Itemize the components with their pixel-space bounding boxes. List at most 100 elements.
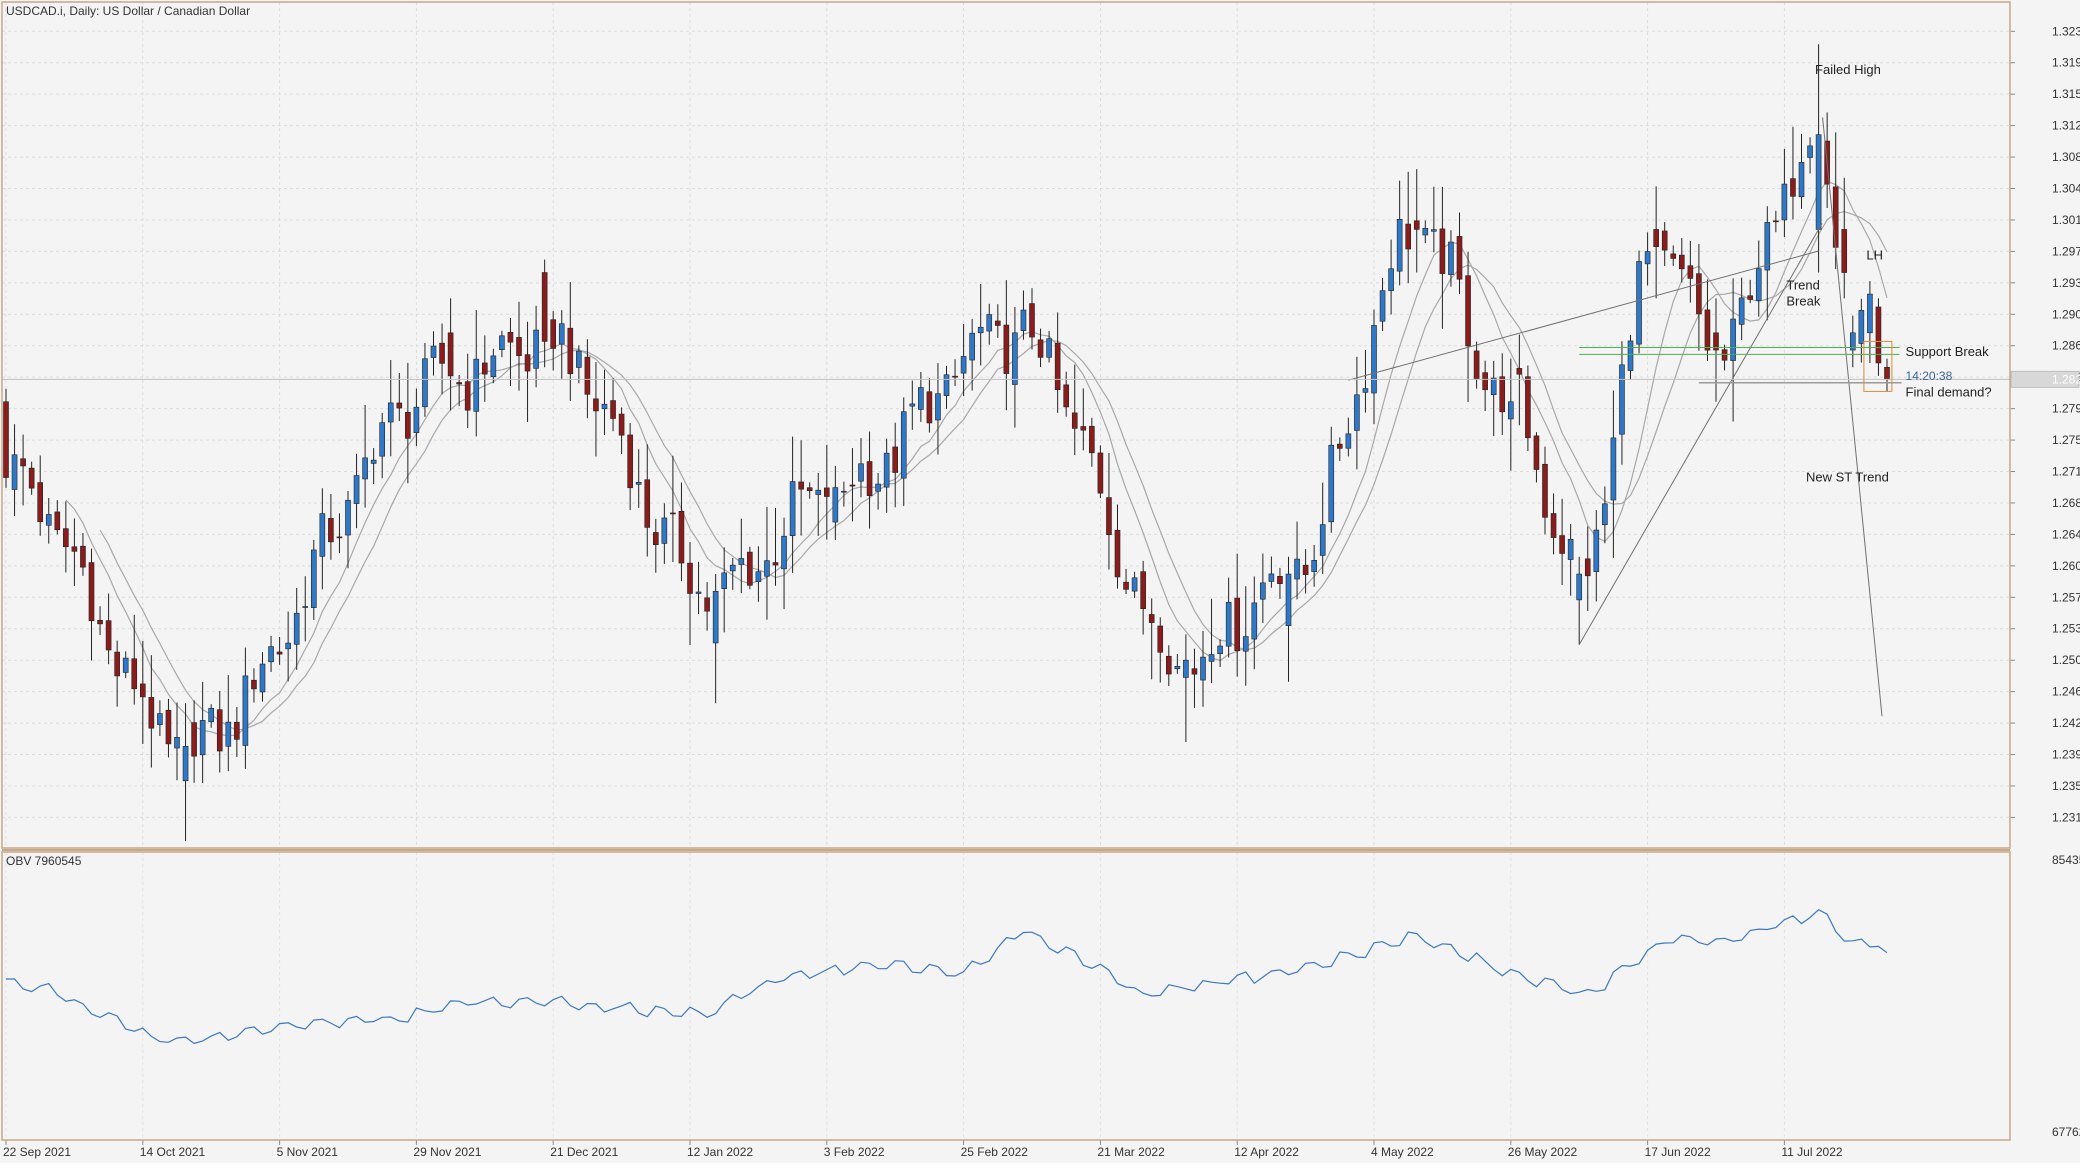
candle [516, 301, 522, 391]
candle-body [1610, 437, 1617, 501]
candle-body [1456, 236, 1463, 280]
candle-body [140, 683, 146, 698]
candle-body [1029, 303, 1035, 338]
candle [1516, 334, 1523, 426]
candle-body [1636, 261, 1642, 345]
candle-body [576, 350, 582, 368]
candle [259, 652, 266, 702]
candle [319, 488, 326, 590]
candle-body [541, 272, 548, 342]
candle-body [909, 403, 916, 407]
candle [1012, 306, 1018, 428]
candle [293, 587, 300, 670]
moving-averages [65, 180, 1888, 737]
candle [1217, 639, 1223, 667]
candle-body [1841, 229, 1848, 273]
candle-body [293, 612, 300, 645]
candle [900, 397, 907, 506]
candle [1003, 280, 1010, 411]
candle [422, 342, 428, 417]
candle-body [174, 737, 180, 749]
candle [1858, 298, 1865, 363]
candle-body [1755, 268, 1762, 301]
candle-body [20, 458, 26, 467]
candle-body [986, 314, 993, 332]
candle-body [157, 713, 163, 725]
candle-body [1465, 275, 1471, 347]
annotation-final-demand: Final demand? [1906, 384, 1992, 399]
candle [952, 359, 958, 386]
candle-body [285, 642, 291, 650]
candle-body [1858, 310, 1865, 344]
candle [148, 655, 155, 768]
candle-body [1371, 325, 1377, 394]
candle-body [1063, 384, 1069, 408]
y-tick-label: 1.25365 [2052, 622, 2080, 636]
candle-body [1362, 388, 1369, 393]
candle [1311, 544, 1317, 587]
candle [1431, 186, 1437, 253]
candle-body [1183, 659, 1189, 678]
candle [849, 448, 856, 522]
candle [1670, 245, 1677, 266]
candle [242, 647, 249, 769]
candle-body [1696, 273, 1702, 315]
candle-body [712, 590, 719, 644]
candle-body [1071, 412, 1078, 429]
candle-body [1584, 558, 1591, 577]
candle-body [1080, 426, 1087, 431]
candle [114, 640, 120, 707]
candle-body [952, 375, 958, 378]
candle [918, 372, 924, 422]
candle-body [1345, 433, 1352, 449]
candle-body [1687, 265, 1694, 279]
y-tick-label: 1.29745 [2052, 244, 2080, 258]
candle-body [601, 403, 608, 410]
candle-body [430, 345, 437, 358]
candle [1166, 645, 1172, 687]
candle [1661, 222, 1668, 266]
candle-body [1337, 443, 1343, 449]
candle-body [755, 571, 762, 582]
candle-body [883, 452, 890, 488]
candle [747, 546, 753, 590]
annotation-support-break: Support Break [1906, 344, 1990, 359]
candle-body [507, 332, 514, 343]
candle-body [1738, 297, 1745, 325]
candle-body [1773, 220, 1779, 223]
obv-max-label: 8543509 [2052, 853, 2080, 867]
new-st-trend-line [1822, 117, 1883, 717]
candle-body [182, 746, 189, 782]
candle [191, 700, 197, 783]
candle [157, 700, 163, 736]
candle [1268, 556, 1275, 588]
candle-body [1602, 503, 1608, 526]
candle [618, 407, 625, 454]
candle [1679, 238, 1685, 283]
candle [610, 378, 616, 432]
candle-body [225, 721, 232, 747]
ma-fast-line [65, 180, 1888, 737]
x-tick-label: 5 Nov 2021 [277, 1145, 339, 1159]
candle-body [1875, 306, 1882, 364]
candle [1867, 281, 1873, 363]
candle-body [798, 481, 804, 490]
candle-body [721, 572, 728, 589]
candle-body [473, 358, 480, 412]
obv-panel [6, 908, 1888, 1045]
candle [97, 606, 103, 635]
candle-body [1764, 222, 1771, 271]
candle-body [481, 362, 488, 375]
candle [1251, 576, 1258, 670]
candle-body [1499, 376, 1506, 413]
candle-body [456, 382, 462, 385]
candle [1713, 298, 1719, 402]
candle [969, 319, 975, 391]
candle [464, 353, 471, 429]
candle-body [122, 657, 129, 673]
candle [764, 506, 770, 620]
candle [1550, 493, 1557, 555]
candle-body [1482, 372, 1488, 391]
